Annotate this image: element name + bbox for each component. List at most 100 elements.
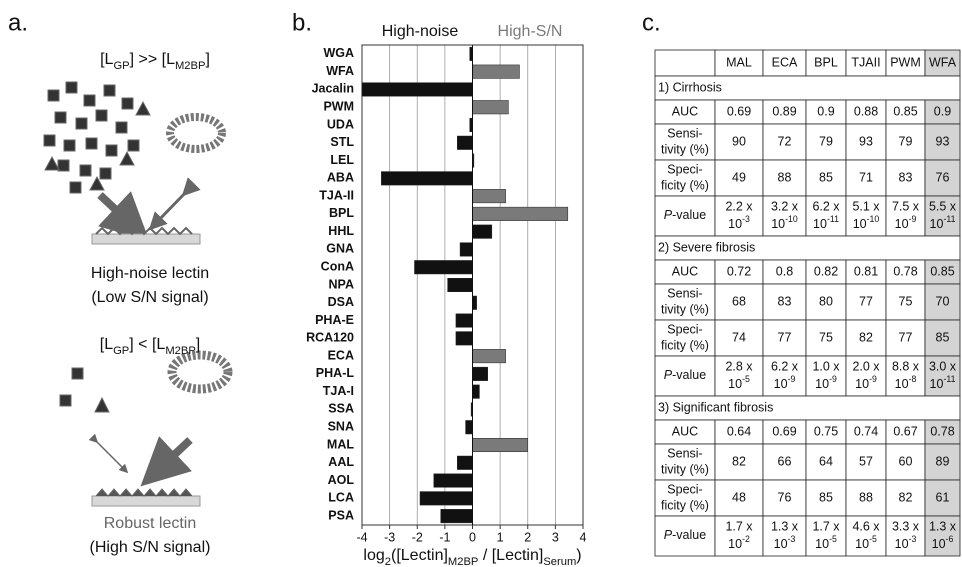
cell-value: 0.9	[817, 104, 834, 118]
legend-label: High-noise	[382, 23, 459, 40]
y-tick-label: HHL	[328, 224, 354, 238]
cell-value: 5.5 x	[929, 199, 957, 213]
column-header: WFA	[929, 55, 957, 69]
table-cell	[654, 283, 716, 321]
text-part: 10	[774, 377, 788, 391]
row-label: P-value	[664, 368, 706, 382]
cell-value: 10-3	[728, 214, 750, 231]
table-cell	[714, 283, 764, 321]
table-cell	[885, 355, 926, 397]
caption: (Low S/N signal)	[91, 289, 208, 306]
table-cell	[714, 49, 764, 77]
cell-value: 0.67	[893, 424, 917, 438]
row-label: Sensi-	[667, 126, 702, 140]
table-cell	[654, 99, 716, 125]
text-part: 10	[728, 377, 742, 391]
table-cell	[805, 159, 847, 197]
text-part: P	[664, 208, 673, 222]
y-tick-label: SSA	[328, 402, 354, 416]
row-label: Speci-	[667, 482, 702, 496]
bar	[472, 100, 509, 115]
table-cell	[762, 259, 807, 285]
cell-value: 0.9	[934, 104, 951, 118]
cell-value: 90	[732, 134, 746, 148]
y-tick-label: GNA	[326, 242, 354, 256]
cell-value: 0.64	[727, 424, 751, 438]
cell-value: 82	[899, 490, 913, 504]
cell-value: 76	[936, 170, 950, 184]
cell-value: 0.72	[727, 264, 751, 278]
cell-value: 10-3	[895, 534, 917, 551]
text-part: -2	[742, 534, 750, 544]
table-cell	[654, 355, 716, 397]
y-tick-label: PWM	[323, 100, 354, 114]
row-label: Speci-	[667, 322, 702, 336]
cell-value: 8.8 x	[892, 359, 920, 373]
y-tick-label: LCA	[328, 491, 354, 505]
text-part: [L	[100, 51, 113, 68]
text-part: ]	[196, 336, 200, 353]
illustration-bottom	[59, 350, 233, 507]
text-part: -11	[943, 214, 955, 224]
caption: High-noise lectin	[91, 265, 209, 282]
cell-value: 64	[819, 454, 833, 468]
cell-value: 10-9	[815, 374, 837, 391]
column-header: TJAII	[851, 55, 880, 69]
row-label: AUC	[672, 424, 698, 438]
cell-value: 77	[899, 330, 913, 344]
column-header: PWM	[890, 55, 921, 69]
cell-value: 89	[936, 454, 950, 468]
cell-value: 48	[732, 490, 746, 504]
bar	[381, 171, 473, 186]
table-cell	[805, 99, 847, 125]
y-tick-label: ECA	[328, 348, 354, 362]
text-part: 10	[815, 377, 829, 391]
table-cell	[714, 319, 764, 357]
y-tick-label: RCA120	[306, 331, 354, 345]
bar	[433, 473, 473, 488]
panel-label: c.	[642, 9, 661, 36]
table-cell	[762, 443, 807, 481]
x-tick-label: -2	[412, 530, 423, 544]
cell-value: 79	[819, 134, 833, 148]
cell-value: 10-5	[728, 374, 750, 391]
cell-value: 77	[778, 330, 792, 344]
cell-value: 88	[859, 490, 873, 504]
text-part: -6	[946, 534, 954, 544]
table-cell	[805, 49, 847, 77]
cell-value: 0.82	[814, 264, 838, 278]
text-part: / [Lectin]	[478, 547, 543, 564]
text-part: -9	[788, 374, 796, 384]
y-tick-label: WFA	[326, 64, 354, 78]
bar	[472, 366, 488, 381]
cell-value: 3.2 x	[771, 199, 799, 213]
table-cell	[805, 443, 847, 481]
table-cell	[805, 195, 847, 237]
bar	[447, 277, 473, 293]
text-part: 10	[895, 217, 909, 231]
cell-value: 77	[859, 294, 873, 308]
illustration-top	[43, 81, 226, 245]
table-cell	[805, 283, 847, 321]
cell-value: 10-5	[855, 534, 877, 551]
text-part: -9	[869, 374, 877, 384]
table-cell	[885, 515, 926, 557]
text-part: GP	[113, 60, 129, 72]
text-part: [L	[100, 336, 113, 353]
cell-value: 10-11	[930, 374, 956, 391]
cell-value: 1.3 x	[929, 519, 957, 533]
bar	[472, 224, 493, 239]
bar	[472, 64, 520, 79]
bar	[472, 384, 480, 399]
text-part: ] >> [L	[130, 51, 175, 68]
bar	[361, 82, 473, 97]
table-cell	[654, 515, 716, 557]
text-part: 2	[385, 556, 391, 567]
table-cell	[654, 443, 716, 481]
column-header: MAL	[726, 55, 752, 69]
cell-value: 10-11	[930, 214, 956, 231]
section-title: 1) Cirrhosis	[658, 80, 722, 94]
table-cell	[714, 99, 764, 125]
cell-value: 85	[819, 170, 833, 184]
